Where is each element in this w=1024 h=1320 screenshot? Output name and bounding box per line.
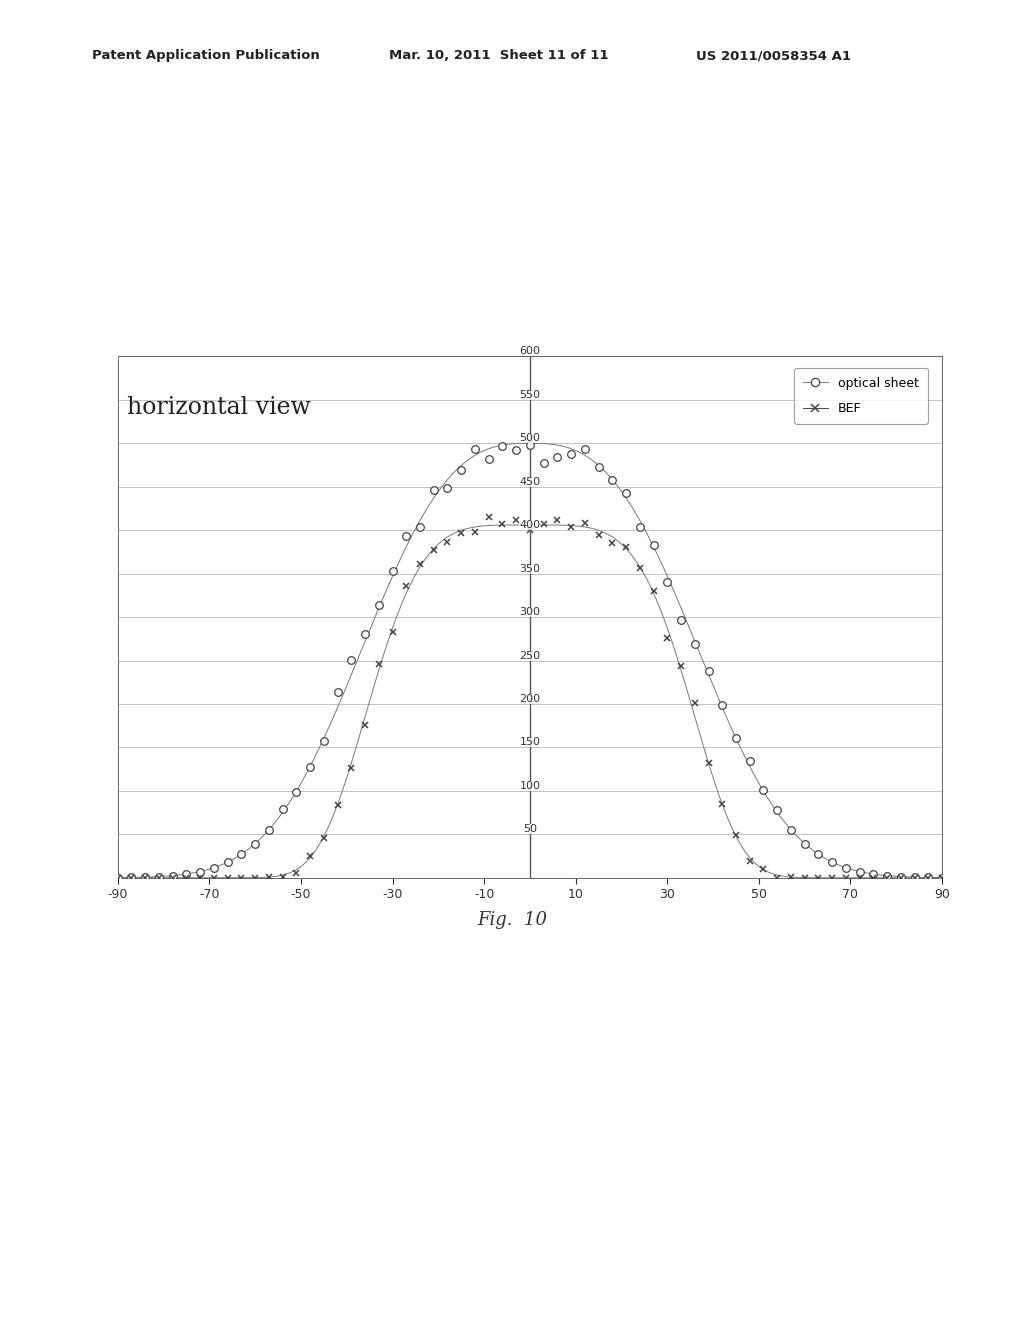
Text: 100: 100	[519, 781, 541, 791]
Text: 500: 500	[519, 433, 541, 444]
Text: 250: 250	[519, 651, 541, 660]
Text: Fig.  10: Fig. 10	[477, 911, 547, 929]
Text: horizontal view: horizontal view	[127, 396, 311, 418]
Text: 150: 150	[519, 738, 541, 747]
Text: Mar. 10, 2011  Sheet 11 of 11: Mar. 10, 2011 Sheet 11 of 11	[389, 49, 608, 62]
Text: 300: 300	[519, 607, 541, 616]
Text: US 2011/0058354 A1: US 2011/0058354 A1	[696, 49, 851, 62]
Text: 400: 400	[519, 520, 541, 531]
Text: 200: 200	[519, 694, 541, 704]
Legend: optical sheet, BEF: optical sheet, BEF	[795, 368, 928, 424]
Text: 600: 600	[519, 346, 541, 356]
Text: Patent Application Publication: Patent Application Publication	[92, 49, 319, 62]
Text: 50: 50	[523, 825, 537, 834]
Text: 350: 350	[519, 564, 541, 574]
Text: 550: 550	[519, 389, 541, 400]
Text: 450: 450	[519, 477, 541, 487]
